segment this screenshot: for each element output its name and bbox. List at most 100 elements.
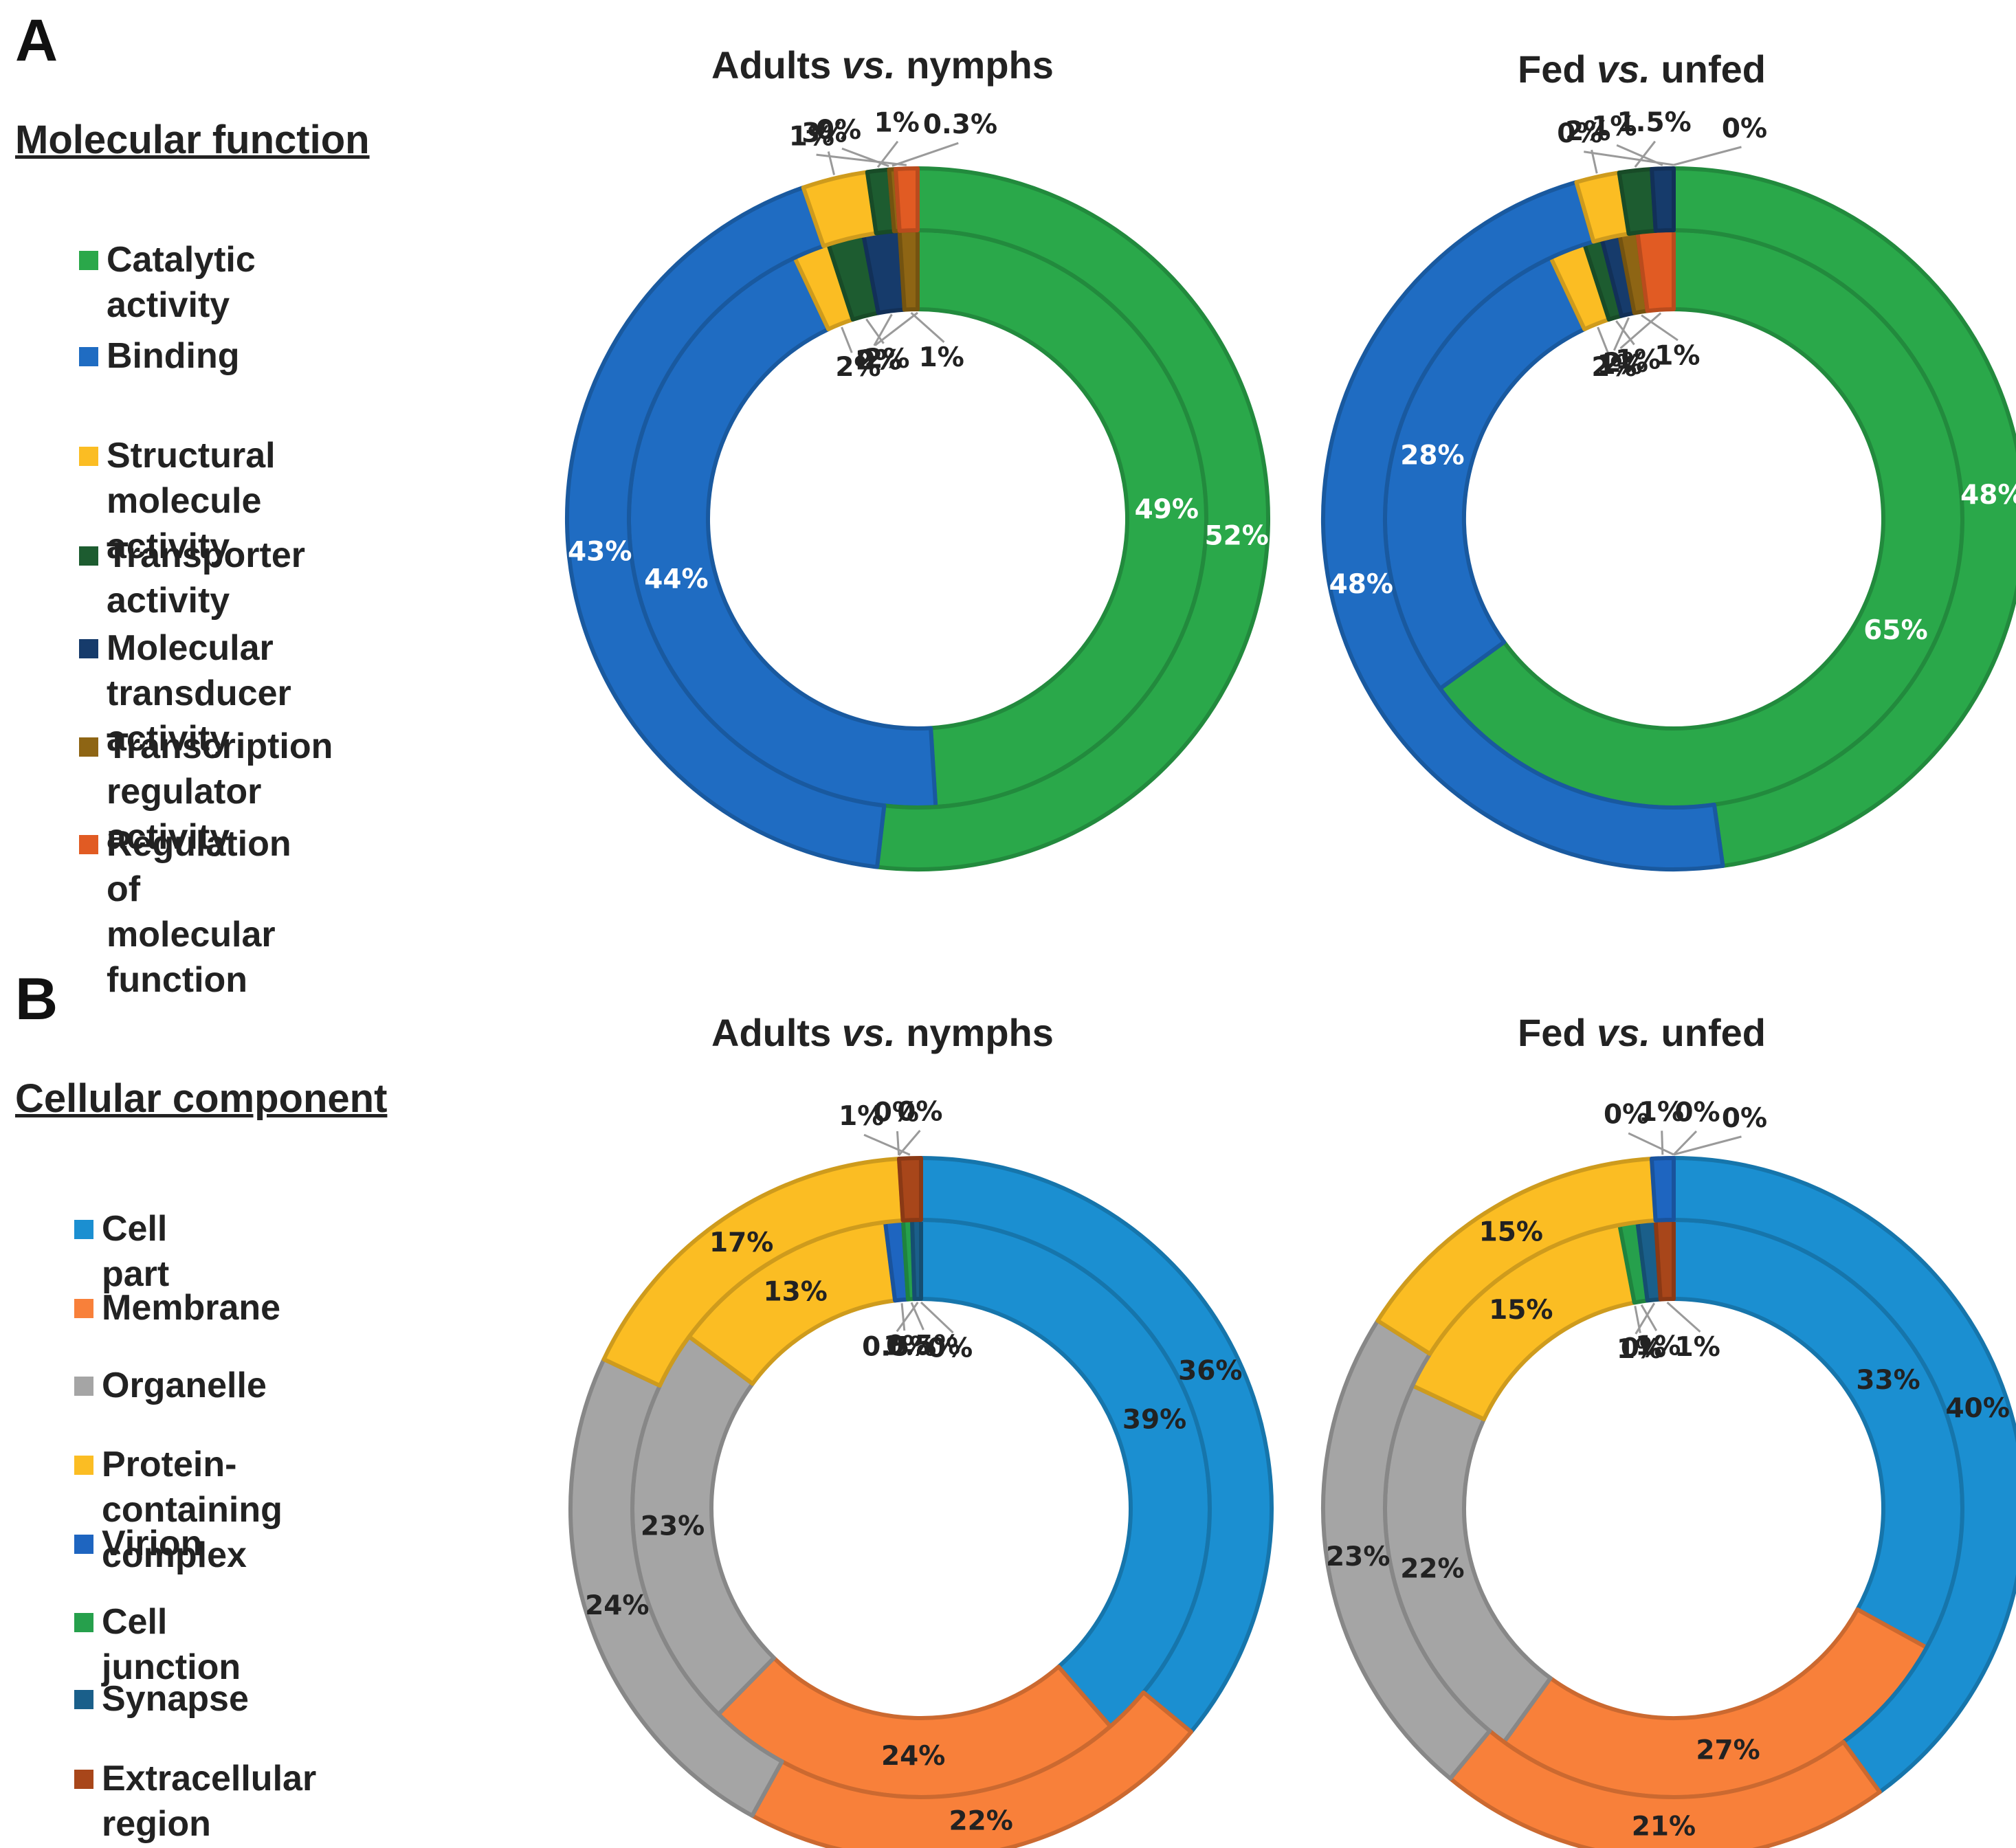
legend-item-virion: Virion <box>74 1521 202 1566</box>
leader-line <box>1613 317 1630 351</box>
data-labels: 49%44%2%2%2% 1%0%52%43%3% 1%0% 0.3%1% <box>568 107 1269 594</box>
data-label-inner-organelle: 23% <box>641 1511 705 1542</box>
data-label-outer-binding: 43% <box>568 537 632 568</box>
leader-line <box>1619 312 1662 349</box>
legend-label: Protein-containing <box>102 1445 283 1530</box>
data-label-inner-binding: 28% <box>1400 440 1464 471</box>
data-label-outer-membrane: 22% <box>949 1805 1012 1836</box>
data-label-outer-virion: 1% <box>1639 1097 1684 1128</box>
chart-title-b-adults-vs-nymphs: Adults vs. nymphs <box>711 1011 1054 1054</box>
legend-swatch <box>74 1377 93 1396</box>
leader-line <box>896 1302 919 1333</box>
legend-label: complex <box>102 1535 247 1575</box>
data-label-inner-transporter-activity: 2% <box>864 344 909 375</box>
data-label-outer-transporter-activity: 1% <box>874 107 920 138</box>
data-label-outer-organelle: 23% <box>1326 1541 1390 1572</box>
data-label-inner-molecular-transducer-activity: 1% <box>1597 350 1643 381</box>
donut-chart-a-adults-vs-nymphs: 49%44%2%2%2% 1%0%52%43%3% 1%0% 0.3%1% <box>565 107 1270 871</box>
legend-swatch <box>74 1613 93 1632</box>
legend-swatch <box>79 251 98 270</box>
data-label-inner-transcription-regulator-activity: 1% <box>1654 341 1700 372</box>
data-label-inner-extracellular-region: 1% <box>1675 1332 1720 1363</box>
data-label-outer-protein-containing-complex: 15% <box>1479 1216 1543 1247</box>
legend-swatch <box>79 447 98 466</box>
leader-line <box>1640 1304 1658 1331</box>
inner-ring <box>630 1218 1212 1799</box>
legend-item-cell-junction: Cell junction <box>74 1599 241 1690</box>
slice-outer-virion <box>1649 1156 1676 1223</box>
panel-letter-b: B <box>15 966 58 1032</box>
donut-chart-a-fed-vs-unfed: 65%28%2%1%1%1%2%48%48%2%1.5%1%0%0% <box>1321 107 2016 871</box>
data-label-inner-extracellular-region: 0% <box>927 1333 973 1363</box>
data-labels: 65%28%2%1%1%1%2%48%48%2%1.5%1%0%0% <box>1329 107 2016 646</box>
data-label-inner-structural-molecule-activity: 2% <box>835 352 880 383</box>
legend-label: Synapse <box>102 1679 249 1719</box>
data-label-outer-transporter-activity: 1.5% <box>1617 107 1692 138</box>
slice-outer-molecular-transducer-activity <box>1650 166 1676 233</box>
inner-ring <box>1383 228 1964 810</box>
chart-title-a-adults-vs-nymphs: Adults vs. nymphs <box>711 43 1054 87</box>
legend-item-synapse: Synapse <box>74 1676 249 1722</box>
inner-ring <box>1383 1218 1964 1799</box>
slice-inner-transcription-regulator-activity <box>897 228 920 312</box>
legend-label: molecular function <box>107 915 276 1000</box>
slice-outer-binding <box>565 185 887 869</box>
legend-label: Membrane <box>102 1288 281 1328</box>
data-label-outer-cell-junction: 0% <box>897 1097 942 1128</box>
legend-swatch <box>79 737 98 757</box>
data-label-inner-synapse: 1% <box>1617 1334 1662 1365</box>
legend-item-protein-containing: Protein-containing complex <box>74 1442 283 1578</box>
leader-line <box>841 147 889 168</box>
legend-item-regulation-of: Regulation of molecular function <box>79 821 291 1003</box>
data-label-inner-protein-containing-complex: 13% <box>763 1277 827 1308</box>
legend-label: Extracellular region <box>102 1759 317 1844</box>
legend-swatch <box>74 1535 93 1554</box>
data-label-outer-regulation-of-molecular-function: 1% <box>789 122 834 153</box>
leader-line <box>865 318 885 344</box>
leader-line <box>1661 1131 1664 1155</box>
chart-title-b-fed-vs-unfed: Fed vs. unfed <box>1518 1011 1766 1054</box>
legend-label: Catalytic activity <box>107 240 256 325</box>
legend-label: Cell junction <box>102 1602 241 1687</box>
data-label-outer-cell-part: 36% <box>1178 1356 1242 1387</box>
data-label-inner-cell-part: 33% <box>1856 1365 1920 1396</box>
legend-item-structural-molecule: Structural molecule activity <box>79 433 276 569</box>
slice-outer-extracellular-region <box>896 1156 923 1223</box>
donut-chart-b-fed-vs-unfed: 33%27%22%15%0%1%1% 1%40%21%23%15%1%0%0% 0% <box>1321 1097 2016 1848</box>
leader-line <box>874 311 918 346</box>
data-label-outer-membrane: 21% <box>1632 1811 1696 1842</box>
outer-ring <box>1321 166 2016 871</box>
legend-label: Organelle <box>102 1366 267 1405</box>
legend-swatch <box>79 639 98 658</box>
legend-label: activity <box>107 719 230 759</box>
legend-item-binding: Binding <box>79 333 240 379</box>
leader-line <box>1634 140 1657 168</box>
leader-line <box>1641 314 1679 342</box>
leader-line <box>891 142 959 167</box>
outer-ring <box>568 1156 1274 1848</box>
data-label-outer-structural-molecule-activity: 2% <box>1565 116 1610 147</box>
leader-line <box>1673 1135 1742 1156</box>
legend-item-membrane: Membrane <box>74 1285 281 1331</box>
outer-ring <box>565 166 1270 871</box>
legend-item-extracellular-region: Extracellular region <box>74 1756 317 1847</box>
leader-line <box>896 1131 900 1156</box>
data-label-inner-transcription-regulator-activity: 1% <box>919 342 964 373</box>
data-label-inner-cell-junction: 1% <box>1635 1331 1681 1362</box>
data-label-outer-cell-part: 40% <box>1946 1393 2010 1424</box>
legend-label: regulator activity <box>107 772 262 857</box>
chart-title-a-fed-vs-unfed: Fed vs. unfed <box>1518 47 1766 91</box>
data-label-inner-organelle: 22% <box>1400 1554 1464 1585</box>
leader-line <box>1584 151 1674 166</box>
leader-line <box>1673 146 1742 166</box>
slice-outer-catalytic-activity <box>1672 166 2016 868</box>
data-label-inner-membrane: 24% <box>881 1741 945 1772</box>
data-label-outer-catalytic-activity: 52% <box>1205 520 1269 551</box>
leader-line <box>910 1302 924 1331</box>
legend-swatch <box>79 835 98 854</box>
data-label-inner-membrane: 27% <box>1696 1735 1760 1766</box>
data-label-outer-molecular-transducer-activity: 0% <box>816 115 861 146</box>
slice-outer-cell-part <box>919 1156 1274 1735</box>
legend-swatch <box>74 1456 93 1475</box>
